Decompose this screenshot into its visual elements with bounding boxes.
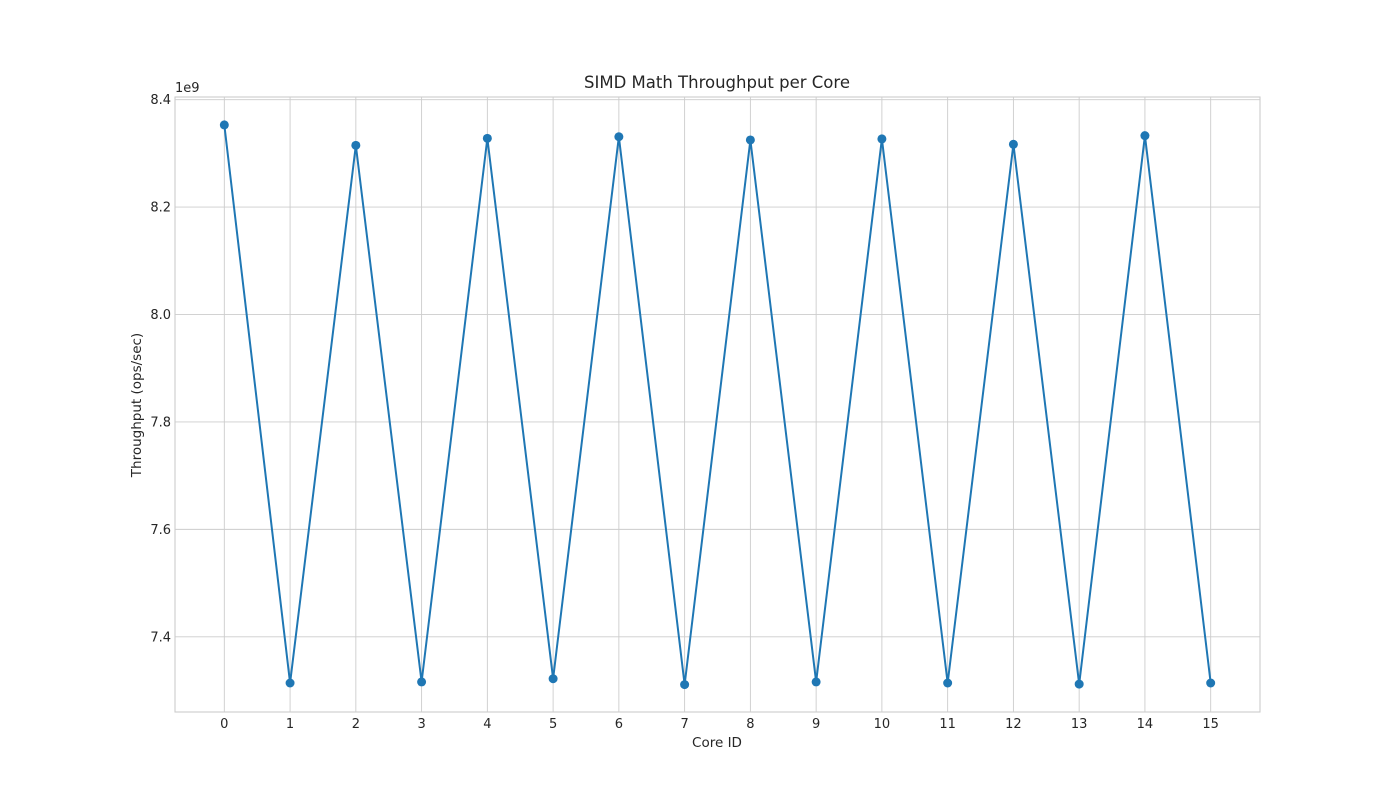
x-tick-label: 14 xyxy=(1137,717,1154,732)
data-point xyxy=(1008,139,1018,149)
y-axis-offset-label: 1e9 xyxy=(175,81,200,96)
y-tick-label: 8.4 xyxy=(150,93,171,108)
y-tick-label: 7.6 xyxy=(150,523,171,538)
data-point xyxy=(614,132,624,142)
x-tick-label: 0 xyxy=(220,717,228,732)
y-tick-label: 8.2 xyxy=(150,201,171,216)
data-point xyxy=(745,135,755,145)
data-point xyxy=(548,674,558,684)
x-tick-label: 3 xyxy=(417,717,425,732)
y-tick-label: 8.0 xyxy=(150,308,171,323)
y-tick-label: 7.4 xyxy=(150,630,171,645)
x-tick-label: 2 xyxy=(352,717,360,732)
x-tick-label: 4 xyxy=(483,717,491,732)
y-axis-ticks: 7.4 7.6 7.8 8.0 8.2 8.4 xyxy=(150,93,171,645)
x-tick-label: 10 xyxy=(874,717,891,732)
data-point xyxy=(811,677,821,687)
data-point xyxy=(1206,678,1216,688)
data-point xyxy=(680,680,690,690)
series xyxy=(219,120,1216,690)
data-point xyxy=(1074,679,1084,689)
data-point xyxy=(482,133,492,143)
x-tick-label: 6 xyxy=(615,717,623,732)
grid xyxy=(175,97,1260,712)
chart-title: SIMD Math Throughput per Core xyxy=(584,73,850,92)
x-axis-ticks: 0 1 2 3 4 5 6 7 8 9 10 11 12 13 14 15 xyxy=(220,717,1219,732)
x-tick-label: 1 xyxy=(286,717,294,732)
x-tick-label: 5 xyxy=(549,717,557,732)
x-tick-label: 12 xyxy=(1005,717,1022,732)
data-point xyxy=(1140,131,1150,141)
x-axis-label: Core ID xyxy=(692,735,742,751)
x-tick-label: 9 xyxy=(812,717,820,732)
series-layer xyxy=(219,120,1216,690)
data-point xyxy=(417,677,427,687)
x-tick-label: 13 xyxy=(1071,717,1088,732)
data-point xyxy=(285,678,295,688)
data-point xyxy=(219,120,229,130)
data-point xyxy=(351,140,361,150)
x-tick-label: 7 xyxy=(680,717,688,732)
y-tick-label: 7.8 xyxy=(150,415,171,430)
data-point xyxy=(943,678,953,688)
y-axis-label: Throughput (ops/sec) xyxy=(129,333,145,478)
x-tick-label: 15 xyxy=(1202,717,1219,732)
plot-frame xyxy=(174,96,1261,713)
series-line xyxy=(223,124,1212,686)
x-tick-label: 11 xyxy=(939,717,956,732)
x-tick-label: 8 xyxy=(746,717,754,732)
data-point xyxy=(877,134,887,144)
